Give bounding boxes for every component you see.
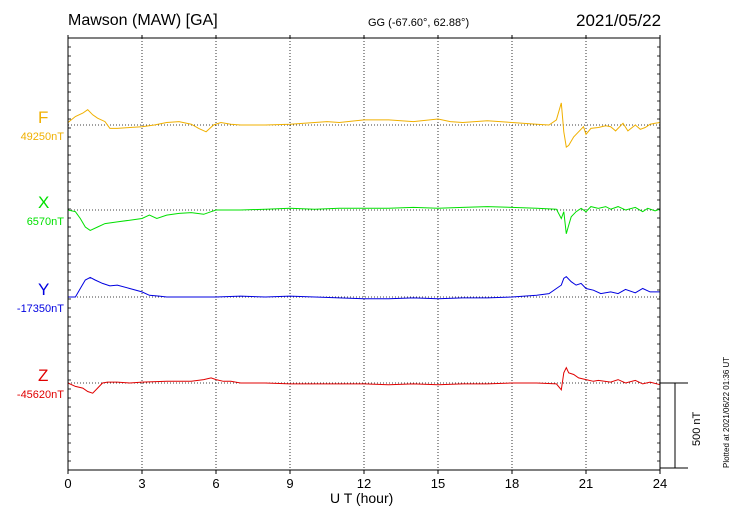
- station-title: Mawson (MAW) [GA]: [68, 12, 218, 29]
- component-baseline-y: -17350nT: [16, 303, 64, 315]
- x-ticks: 0 3 6 9 12 15 18 21 24: [64, 35, 667, 491]
- x-tick-label: 12: [357, 476, 371, 491]
- x-tick-label: 21: [579, 476, 593, 491]
- scale-bar: [660, 382, 688, 469]
- component-baseline-f: 49250nT: [20, 131, 64, 143]
- component-baseline-z: -45620nT: [16, 389, 64, 401]
- component-label-z: Z: [38, 366, 49, 385]
- x-tick-label: 0: [64, 476, 71, 491]
- x-tick-label: 9: [286, 476, 293, 491]
- x-tick-label: 15: [431, 476, 445, 491]
- grid-lines: [68, 38, 660, 470]
- x-tick-label: 24: [653, 476, 667, 491]
- x-tick-label: 18: [505, 476, 519, 491]
- plot-date: 2021/05/22: [576, 11, 662, 30]
- series-line-x: [67, 206, 661, 234]
- series-line-z: [67, 366, 661, 394]
- plotted-timestamp: Plotted at 2021/06/22 01:36 UT: [722, 356, 730, 468]
- series-line-y: [68, 275, 660, 300]
- component-label-f: F: [38, 108, 49, 127]
- component-label-y: Y: [38, 280, 50, 299]
- component-label-x: X: [38, 193, 50, 212]
- x-tick-label: 6: [212, 476, 219, 491]
- station-coords: GG (-67.60°, 62.88°): [368, 17, 470, 29]
- series-lines: [67, 102, 661, 394]
- x-tick-label: 3: [138, 476, 145, 491]
- x-axis-label: U T (hour): [330, 490, 394, 506]
- scale-bar-label: 500 nT: [691, 411, 703, 446]
- component-baseline-x: 6570nT: [26, 216, 64, 228]
- series-line-f: [67, 102, 661, 148]
